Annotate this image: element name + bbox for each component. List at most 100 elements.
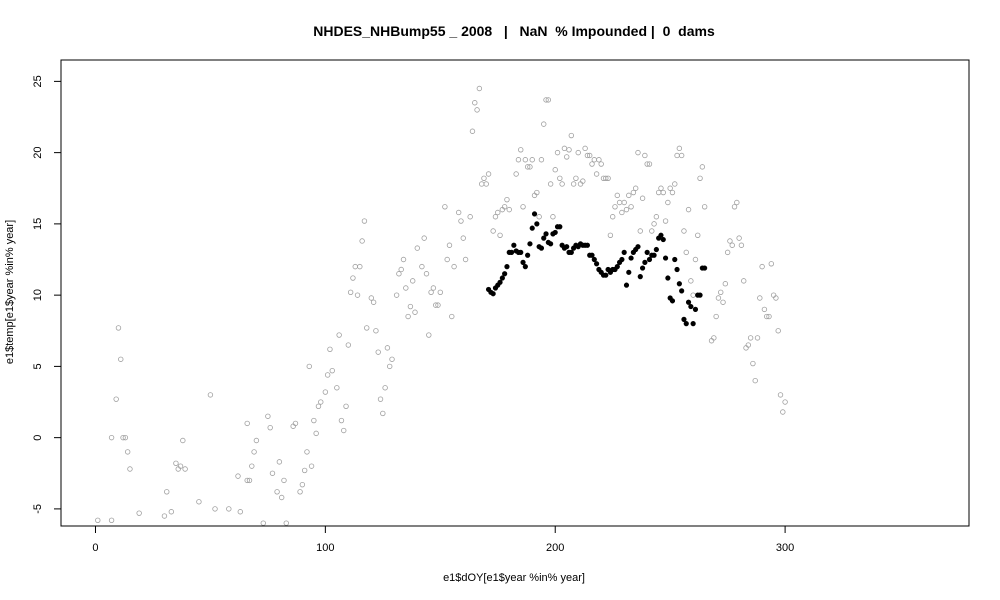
data-point-filled: [702, 265, 708, 271]
data-point-open: [497, 232, 503, 238]
data-point-open: [334, 385, 340, 391]
data-point-open: [653, 214, 660, 220]
data-point-filled: [534, 221, 540, 227]
data-point-open: [538, 157, 545, 163]
data-point-filled: [662, 255, 669, 261]
data-point-open: [564, 154, 570, 160]
data-point-open: [384, 345, 391, 351]
data-point-open: [393, 292, 400, 298]
data-point-open: [370, 299, 377, 305]
data-point-filled: [681, 316, 687, 322]
data-point-open: [472, 100, 478, 106]
data-point-open: [545, 97, 552, 103]
data-point-open: [423, 271, 430, 277]
data-point-open: [182, 466, 188, 472]
data-point-open: [568, 132, 575, 139]
x-axis: 0 100 200 300: [92, 525, 794, 554]
data-point-open: [354, 292, 361, 298]
data-point-open: [747, 335, 754, 341]
data-point-open: [524, 164, 531, 170]
data-point-open: [267, 424, 273, 431]
data-point-open: [426, 332, 432, 338]
data-point-filled: [603, 272, 609, 278]
data-point-open: [580, 178, 586, 184]
data-point-open: [722, 281, 729, 287]
data-point-open: [313, 430, 319, 437]
data-point-open: [389, 356, 395, 362]
data-point-open: [678, 152, 685, 159]
data-point-open: [591, 157, 598, 163]
y-tick-label: 20: [32, 147, 44, 159]
data-point-open: [442, 204, 448, 210]
data-point-open: [513, 171, 519, 177]
data-point-open: [377, 396, 384, 402]
data-point-open: [410, 278, 416, 284]
data-point-filled: [557, 224, 563, 230]
data-point-open: [419, 263, 425, 270]
data-point-open: [724, 249, 731, 256]
data-point-open: [522, 157, 529, 163]
data-point-open: [380, 410, 386, 417]
data-point-filled: [676, 281, 682, 287]
data-point-open: [692, 256, 699, 263]
data-point-open: [311, 417, 317, 424]
data-point-open: [685, 206, 692, 213]
data-point-open: [235, 473, 241, 479]
data-point-open: [688, 278, 694, 284]
data-point-filled: [660, 236, 666, 243]
data-point-open: [582, 145, 588, 152]
data-point-open: [750, 360, 756, 367]
data-point-open: [584, 152, 591, 159]
data-point-open: [301, 467, 308, 474]
data-point-open: [412, 309, 418, 315]
data-point-open: [541, 121, 547, 127]
data-point-open: [458, 218, 464, 224]
data-point-open: [720, 299, 726, 305]
data-point-open: [603, 175, 609, 181]
data-point-filled: [543, 231, 549, 237]
data-point-filled: [651, 252, 657, 258]
data-point-open: [761, 306, 768, 313]
data-point-open: [623, 206, 630, 213]
data-point-open: [658, 185, 664, 191]
data-point-open: [253, 437, 260, 444]
data-point-filled: [614, 264, 620, 270]
data-point-open: [161, 513, 168, 519]
data-point-filled: [499, 275, 505, 281]
data-point-open: [575, 149, 581, 156]
data-point-open: [368, 295, 375, 301]
data-point-open: [246, 477, 253, 484]
data-point-open: [573, 175, 579, 181]
data-point-open: [782, 399, 788, 405]
data-point-open: [207, 392, 214, 398]
data-point-open: [561, 145, 568, 152]
data-point-open: [605, 175, 611, 181]
data-point-open: [421, 235, 427, 241]
data-point-filled: [552, 229, 558, 236]
y-tick-label: 10: [32, 289, 44, 301]
data-point-open: [504, 196, 510, 203]
data-point-open: [632, 185, 639, 191]
data-point-filled: [591, 256, 597, 263]
data-point-filled: [644, 249, 650, 255]
data-point-open: [244, 477, 250, 484]
data-point-open: [341, 427, 347, 434]
data-point-open: [283, 520, 289, 526]
data-point-open: [589, 161, 595, 167]
data-point-open: [699, 164, 706, 170]
data-point-open: [768, 261, 775, 267]
data-point-open: [278, 494, 285, 501]
data-point-open: [308, 463, 315, 469]
plot-frame: [60, 59, 970, 527]
data-point-open: [621, 199, 627, 206]
data-point-filled: [508, 249, 515, 255]
data-point-open: [642, 152, 648, 159]
data-point-filled: [522, 264, 528, 270]
data-point-open: [403, 285, 409, 291]
data-point-open: [485, 171, 492, 177]
data-point-open: [432, 302, 439, 308]
data-point-open: [518, 147, 524, 153]
data-point-open: [343, 403, 349, 409]
data-point-open: [759, 263, 765, 270]
data-point-filled: [518, 249, 524, 255]
